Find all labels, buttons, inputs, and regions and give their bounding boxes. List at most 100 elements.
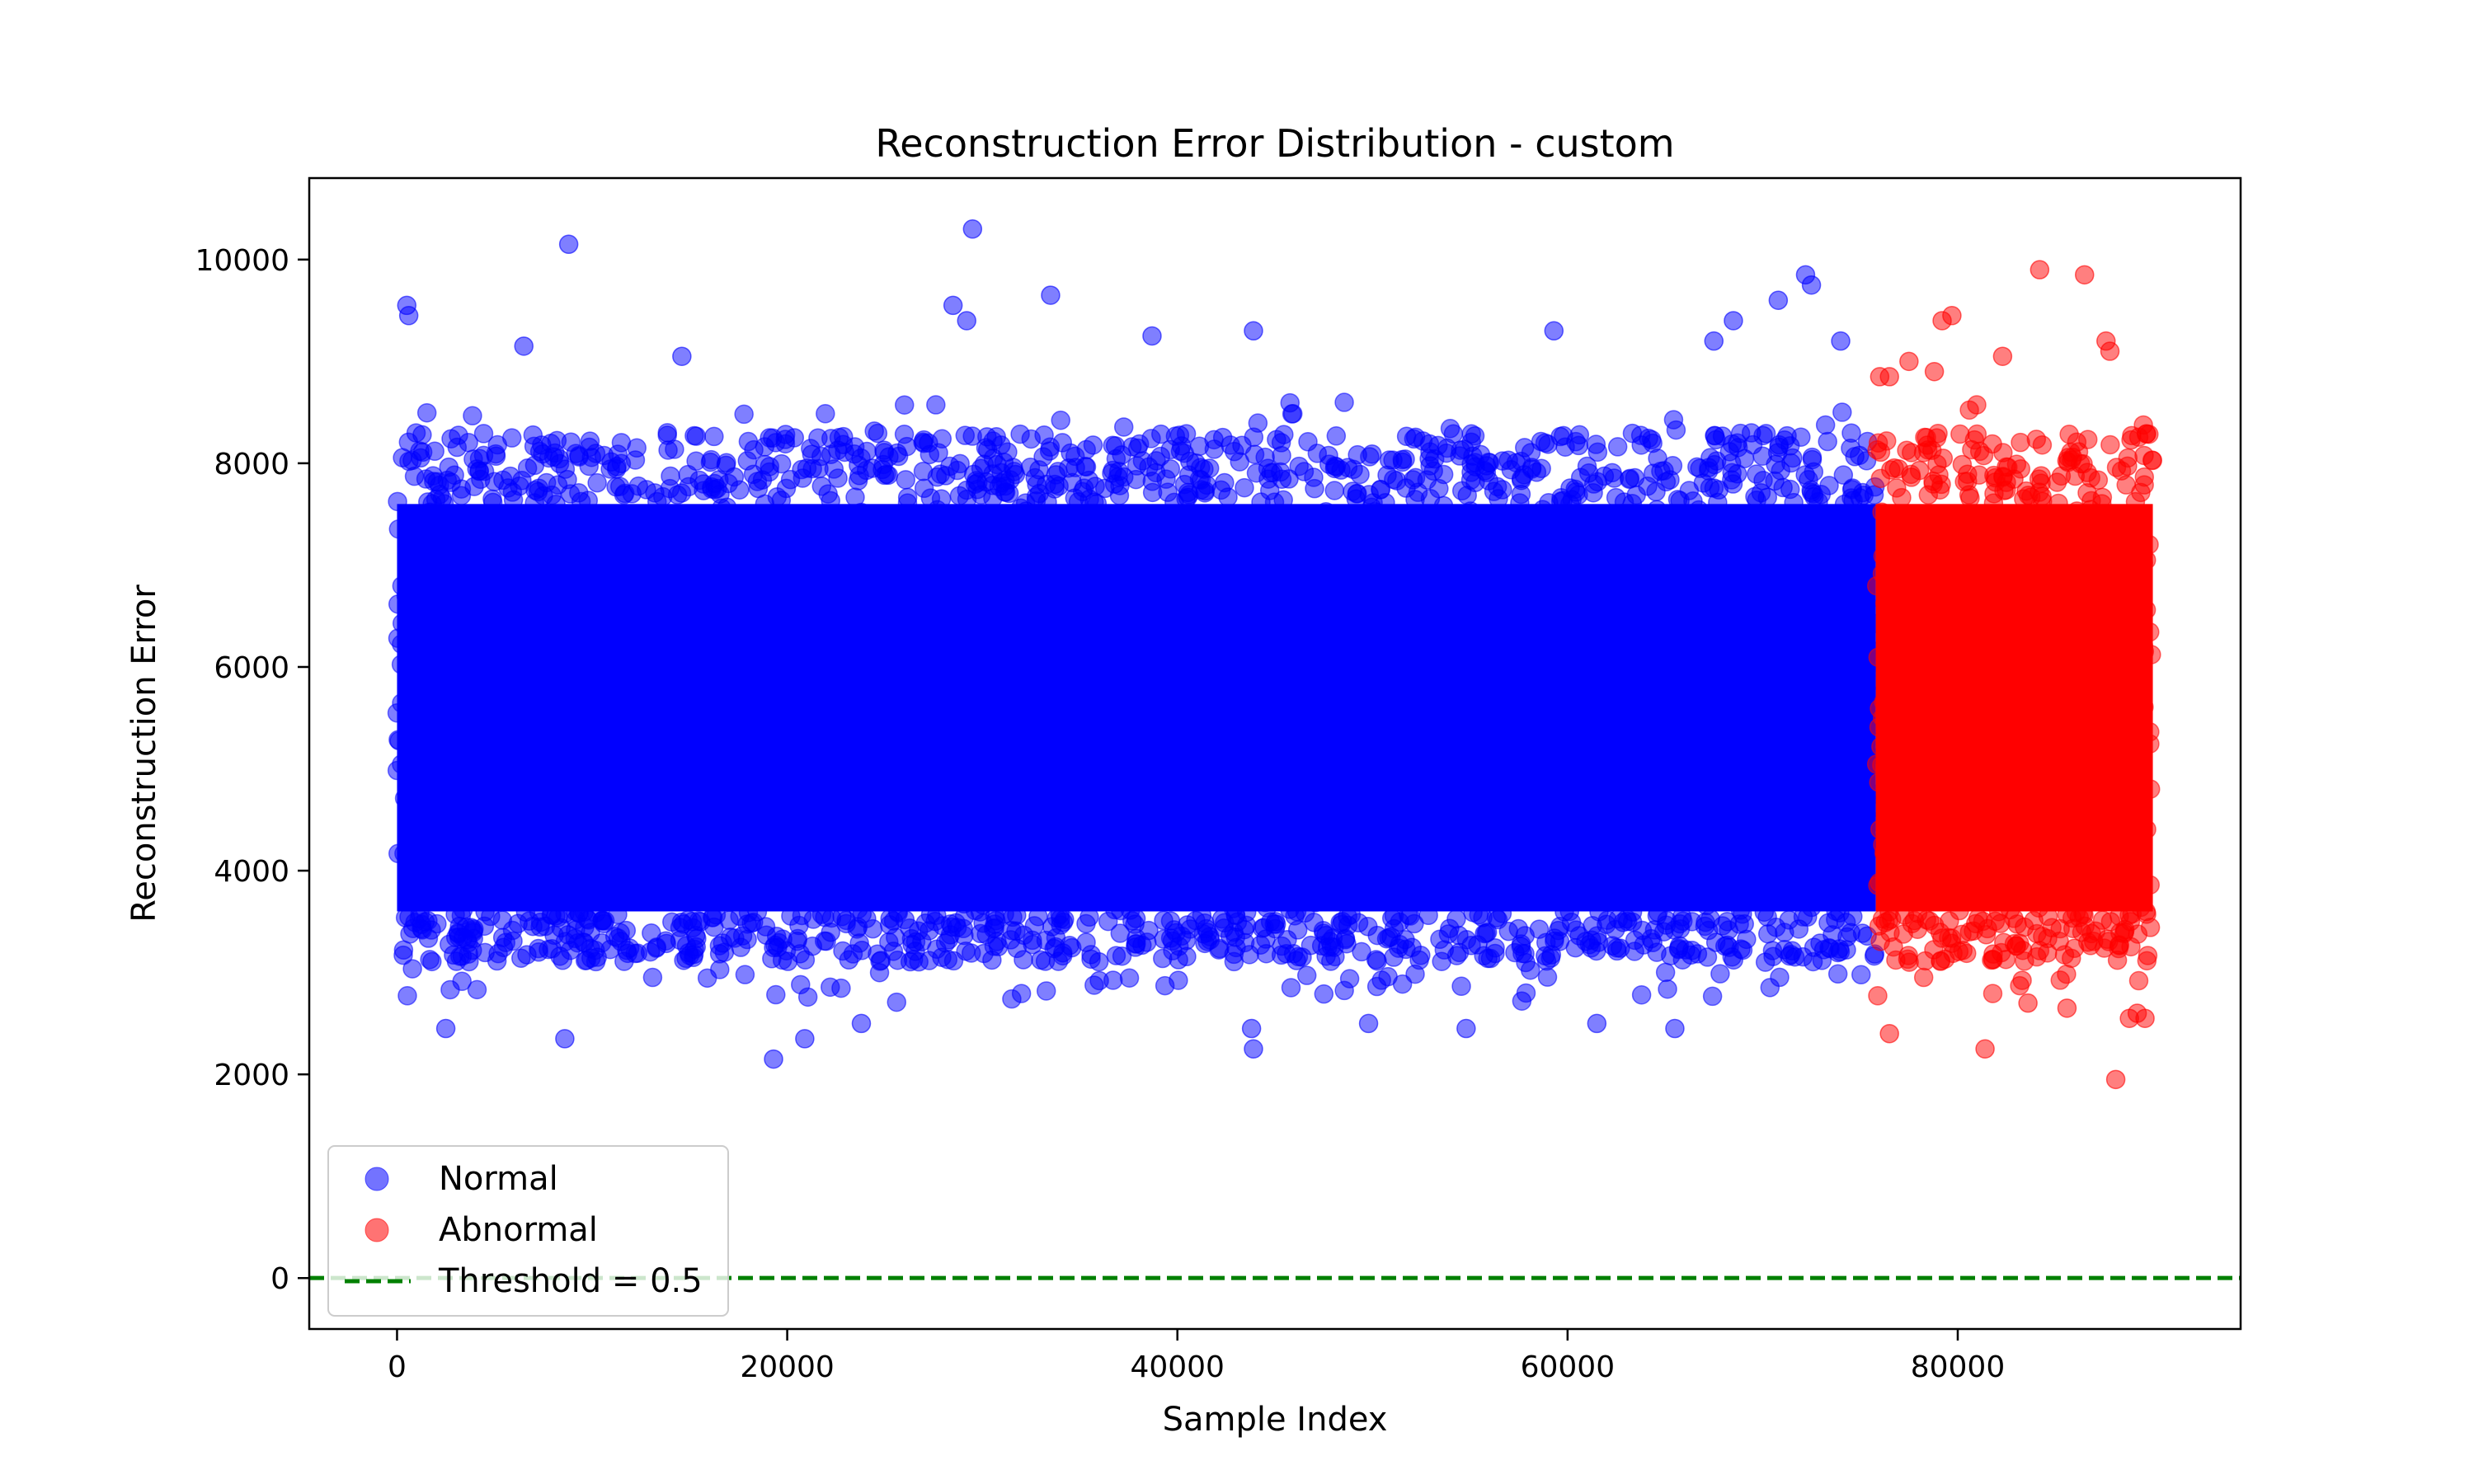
data-point [632, 564, 651, 584]
data-point [1884, 866, 1904, 885]
data-point [1316, 501, 1336, 522]
data-point [1691, 619, 1711, 639]
data-point [463, 406, 482, 426]
data-point [420, 950, 440, 970]
data-point [1224, 944, 1244, 965]
data-point [1749, 748, 1769, 768]
data-point [487, 785, 507, 805]
data-point [1950, 860, 1971, 881]
data-point [1723, 554, 1743, 575]
data-point [645, 655, 666, 674]
data-point [1958, 735, 1978, 755]
data-point [1018, 816, 1037, 837]
data-point [1851, 655, 1870, 674]
data-point [1487, 891, 1507, 912]
data-point [1099, 881, 1119, 902]
data-point [559, 516, 579, 537]
data-point [1056, 606, 1076, 626]
data-point [1324, 481, 1345, 500]
data-point [887, 647, 907, 667]
data-point [496, 573, 516, 594]
data-point [1420, 489, 1441, 509]
outlier-point [1587, 1013, 1607, 1034]
data-point [1530, 640, 1550, 660]
data-point [1805, 650, 1826, 669]
data-point [987, 511, 1007, 532]
data-point [475, 942, 495, 963]
data-point [2071, 583, 2091, 603]
data-point [989, 477, 1009, 496]
data-point [1877, 838, 1897, 857]
data-point [1225, 602, 1245, 622]
data-point [467, 730, 487, 749]
data-point [501, 618, 521, 639]
data-point [1442, 630, 1461, 650]
data-point [618, 807, 639, 828]
data-point [1036, 981, 1056, 1001]
data-point [833, 941, 853, 961]
data-point [1939, 891, 1959, 912]
data-point [1391, 668, 1412, 688]
data-point [1008, 557, 1028, 578]
data-point [1498, 921, 1519, 942]
data-point [1732, 749, 1752, 769]
data-point [1765, 641, 1785, 662]
data-point [1677, 606, 1696, 626]
data-point [2140, 622, 2160, 642]
data-point [606, 859, 627, 880]
data-point [1767, 674, 1787, 694]
outlier-point [962, 219, 983, 239]
data-point [1220, 648, 1239, 669]
data-point [804, 768, 824, 789]
data-point [1331, 914, 1352, 935]
data-point [423, 702, 444, 722]
data-point [1908, 662, 1929, 683]
data-point [1906, 579, 1926, 599]
data-point [1522, 458, 1542, 477]
data-point [818, 860, 839, 880]
data-point [1119, 813, 1140, 833]
data-point [2136, 599, 2157, 620]
data-point [853, 644, 872, 664]
data-point [671, 483, 692, 503]
data-point [872, 459, 892, 480]
data-point [1235, 477, 1254, 498]
data-point [657, 425, 677, 445]
data-point [1609, 805, 1629, 825]
data-point [1629, 541, 1649, 561]
data-point [1711, 694, 1732, 715]
data-point [435, 680, 455, 701]
data-point [1646, 872, 1667, 892]
data-point [532, 728, 552, 748]
data-point [1608, 909, 1629, 929]
data-point [730, 906, 750, 927]
data-point [510, 729, 531, 749]
data-point [1260, 912, 1281, 932]
data-point [445, 904, 465, 924]
data-point [2119, 700, 2140, 721]
data-point [1531, 734, 1551, 754]
data-point [1176, 583, 1196, 603]
data-point [570, 819, 590, 839]
data-point [630, 594, 651, 614]
data-point [985, 918, 1004, 938]
data-point [1729, 611, 1749, 632]
data-point [416, 402, 437, 423]
data-point [700, 610, 721, 630]
data-point [911, 880, 931, 900]
data-point [2048, 718, 2067, 739]
data-point [1400, 834, 1420, 855]
data-point [1244, 786, 1264, 805]
data-point [1279, 662, 1299, 682]
data-point [1281, 978, 1301, 998]
data-point [1507, 632, 1527, 653]
data-point [1559, 839, 1580, 860]
data-point [767, 486, 788, 507]
data-point [464, 919, 484, 939]
data-point [1385, 816, 1405, 836]
data-point [576, 951, 597, 970]
data-point [984, 792, 1004, 812]
data-point [2105, 608, 2124, 628]
data-point [463, 777, 483, 797]
data-point [933, 622, 952, 642]
